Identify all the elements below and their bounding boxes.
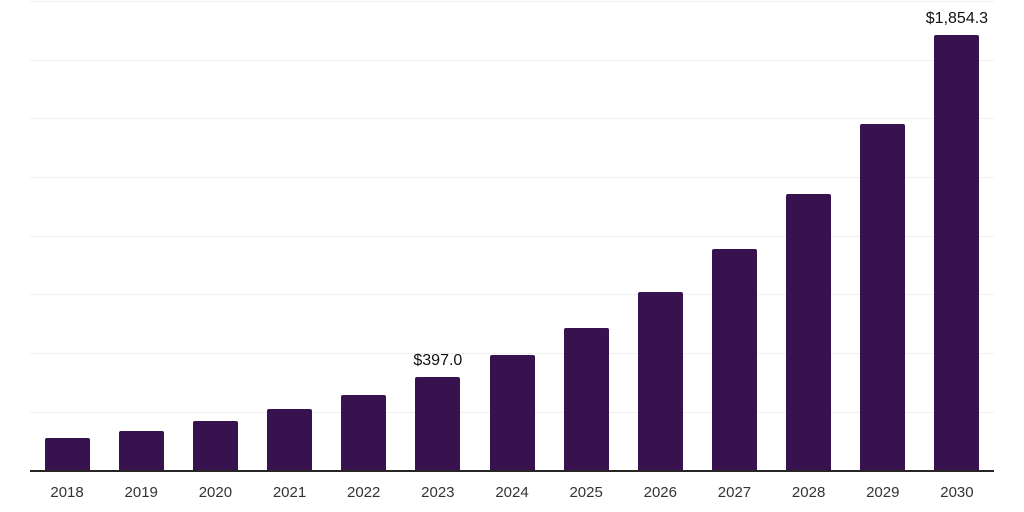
gridline (30, 235, 994, 237)
gridline (30, 118, 994, 120)
bar-2021 (267, 409, 313, 471)
bar-2024 (489, 355, 535, 471)
x-tick-label-2027: 2027 (717, 484, 752, 501)
x-tick-label-2022: 2022 (347, 484, 381, 501)
gridline (30, 59, 994, 61)
x-tick-label-2021: 2021 (272, 484, 307, 501)
x-tick-label-2019: 2019 (124, 484, 158, 501)
bar-2029 (860, 124, 906, 471)
bar-2019 (118, 430, 164, 471)
bar-2022 (341, 395, 387, 471)
x-tick-label-2025: 2025 (569, 484, 603, 501)
gridline (30, 294, 994, 296)
bar-2027 (711, 249, 757, 471)
x-tick-label-2026: 2026 (643, 484, 677, 501)
x-tick-label-2029: 2029 (866, 484, 900, 501)
bar-2018 (44, 438, 90, 471)
bar-2028 (786, 194, 832, 471)
bar-2030 (934, 35, 980, 471)
bar-2025 (563, 327, 609, 471)
bar-2020 (192, 420, 238, 471)
x-tick-label-2023: 2023 (421, 484, 455, 501)
x-tick-label-2020: 2020 (198, 484, 233, 501)
bar-value-label-2023: $397.0 (413, 352, 463, 370)
x-tick-label-2028: 2028 (791, 484, 826, 501)
x-tick-label-2018: 2018 (50, 484, 84, 501)
gridline (30, 177, 994, 178)
gridline (30, 353, 994, 355)
bar-value-label-2030: $1,854.3 (925, 10, 989, 28)
gridline (30, 0, 994, 2)
x-tick-label-2030: 2030 (940, 484, 974, 501)
bar-2023 (415, 377, 461, 471)
bar-2026 (637, 291, 683, 471)
x-axis-line (30, 469, 994, 472)
x-tick-label-2024: 2024 (495, 484, 529, 501)
